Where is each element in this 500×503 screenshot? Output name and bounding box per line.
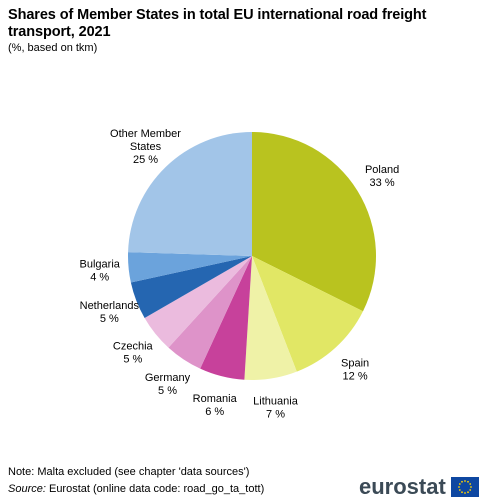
pie-label-germany: Germany 5 % (145, 372, 191, 397)
chart-subtitle: (%, based on tkm) (8, 42, 98, 54)
pie-label-netherlands: Netherlands 5 % (80, 300, 140, 325)
pie-slice-netherlands (130, 256, 252, 318)
pie-slice-czechia (144, 256, 252, 348)
chart-note: Note: Malta excluded (see chapter 'data … (8, 466, 250, 478)
pie-label-spain: Spain 12 % (341, 358, 369, 383)
source-label: Source: (8, 483, 46, 495)
pie-slice-germany (168, 256, 252, 369)
pie-slice-other-member-states (128, 132, 252, 256)
pie-slice-poland (252, 132, 376, 312)
pie-label-poland: Poland 33 % (365, 164, 399, 189)
chart-source: Source: Eurostat (online data code: road… (8, 483, 264, 496)
pie-slice-spain (252, 256, 363, 372)
source-text: Eurostat (online data code: road_go_ta_t… (45, 483, 265, 495)
eurostat-logo: eurostat (359, 475, 479, 499)
pie-slice-bulgaria (128, 252, 252, 283)
pie-slice-romania (200, 256, 252, 380)
pie-label-lithuania: Lithuania 7 % (253, 396, 299, 421)
pie-slice-lithuania (244, 256, 297, 380)
eurostat-wordmark: eurostat (359, 474, 446, 499)
pie-labels: Poland 33 % Spain 12 % Lithuania 7 % Romania 6 … (80, 128, 400, 421)
eu-flag-icon (450, 477, 479, 497)
pie-label-other-member-states: Other Member States 25 % (110, 128, 181, 166)
pie-chart: Poland 33 % Spain 12 % Lithuania 7 % Romania 6 … (80, 128, 400, 421)
pie-label-romania: Romania 6 % (193, 393, 238, 418)
pie-label-bulgaria: Bulgaria 4 % (80, 259, 121, 284)
pie-label-czechia: Czechia 5 % (113, 340, 154, 365)
chart-title: Shares of Member States in total EU inte… (8, 7, 427, 40)
pie-slices (128, 132, 376, 380)
